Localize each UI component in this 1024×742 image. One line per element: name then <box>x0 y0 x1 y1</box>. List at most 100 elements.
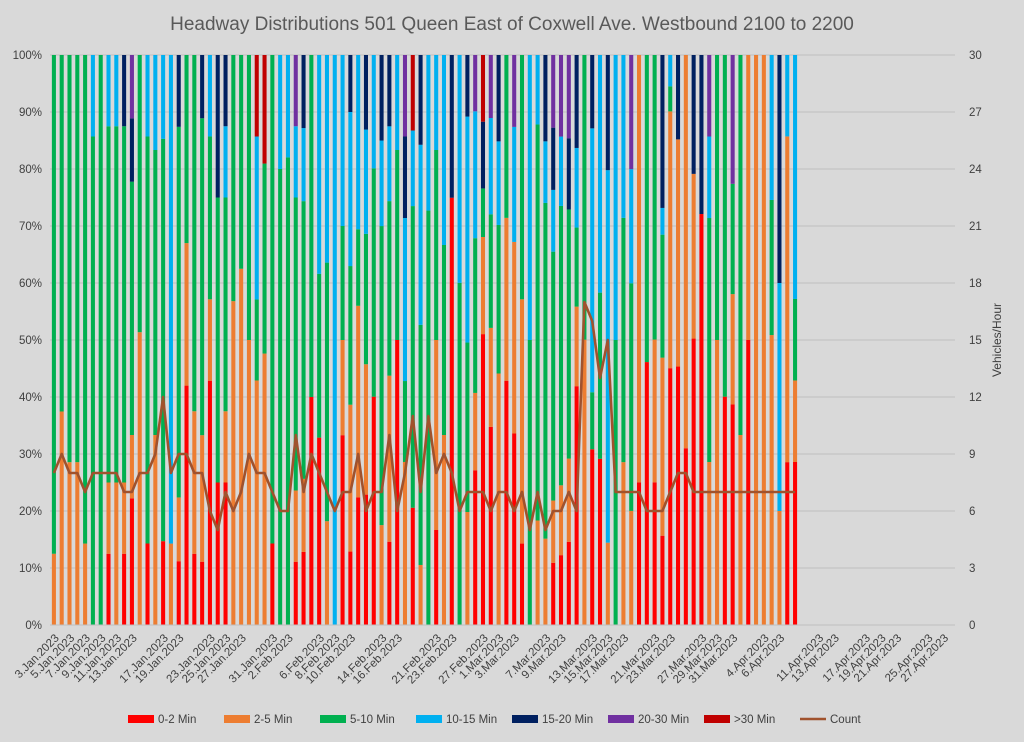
bar-segment <box>137 55 142 333</box>
bar-segment <box>652 339 657 483</box>
bar-segment <box>168 543 173 625</box>
bar-segment <box>223 55 228 127</box>
bar-segment <box>605 542 610 625</box>
y-tick-label: 70% <box>19 221 42 233</box>
bar-segment <box>293 126 298 198</box>
bar-segment <box>309 397 314 625</box>
bar-segment <box>184 55 189 244</box>
bar-segment <box>340 340 345 436</box>
bar-segment <box>90 55 95 137</box>
bar-segment <box>746 340 751 625</box>
y2-tick-label: 18 <box>969 278 982 290</box>
bar-segment <box>574 55 579 148</box>
bar-segment <box>738 435 743 625</box>
y2-tick-label: 0 <box>969 620 975 632</box>
bar-segment <box>395 55 400 150</box>
bar-segment <box>449 55 454 198</box>
bar-segment <box>558 136 564 206</box>
bar-segment <box>262 163 267 354</box>
bar-segment <box>223 411 228 483</box>
bar-segment <box>512 126 517 242</box>
bar-segment <box>402 381 408 462</box>
bar-segment <box>153 150 158 435</box>
bar-segment <box>441 245 447 435</box>
bar-segment <box>660 207 665 235</box>
bar-segment <box>387 541 392 625</box>
bar-segment <box>691 55 696 174</box>
bar-segment <box>574 306 579 387</box>
bar-segment <box>153 435 158 625</box>
bar-segment <box>558 55 564 137</box>
bar-segment <box>402 55 408 137</box>
bar-segment <box>371 55 376 169</box>
bar-segment <box>348 55 353 112</box>
bar-segment <box>558 485 564 556</box>
bar-segment <box>145 55 150 137</box>
bar-segment <box>660 357 665 536</box>
bar-segment <box>410 507 415 625</box>
bar-segment <box>363 233 368 365</box>
bar-segment <box>324 262 329 522</box>
bar-segment <box>785 136 790 463</box>
bar-segment <box>434 150 439 340</box>
bar-segment <box>363 364 368 495</box>
bar-segment <box>777 511 782 625</box>
bar-segment <box>231 55 236 302</box>
bar-segment <box>122 126 127 483</box>
bar-segment <box>387 375 392 542</box>
bar-segment <box>629 510 634 625</box>
bar-segment <box>129 435 134 499</box>
bar-segment <box>161 55 166 139</box>
bar-segment <box>566 55 571 139</box>
bar-segment <box>558 555 564 625</box>
bar-segment <box>730 294 735 405</box>
bar-segment <box>223 126 228 198</box>
bar-segment <box>473 238 478 393</box>
bar-segment <box>215 197 220 483</box>
bar-segment <box>278 169 283 625</box>
bar-segment <box>278 55 283 169</box>
bar-segment <box>668 368 673 625</box>
bar-segment <box>106 553 111 625</box>
bar-segment <box>527 55 532 340</box>
bar-segment <box>246 340 251 625</box>
bar-segment <box>457 55 462 283</box>
bar-segment <box>699 55 704 215</box>
bar-segment <box>106 126 111 483</box>
bar-segment <box>465 55 470 117</box>
legend-item: 0-2 Min <box>128 714 196 726</box>
bar-segment <box>59 55 64 412</box>
bar-segment <box>207 299 212 381</box>
bar-segment <box>395 340 400 625</box>
bar-segment <box>473 111 478 239</box>
bar-segment <box>301 478 306 552</box>
bar-segment <box>239 268 244 625</box>
bar-segment <box>683 448 688 625</box>
bar-segment <box>480 188 486 237</box>
bar-segment <box>535 520 540 625</box>
bar-segment <box>754 55 759 625</box>
bar-segment <box>793 55 798 299</box>
bar-segment <box>465 342 470 513</box>
bar-segment <box>192 55 197 412</box>
bar-segment <box>480 334 486 625</box>
bar-segment <box>51 553 56 625</box>
legend-item: 15-20 Min <box>512 714 593 726</box>
bar-segment <box>496 55 501 142</box>
bar-segment <box>668 86 673 112</box>
bar-segment <box>519 55 525 300</box>
bar-segment <box>145 136 150 544</box>
bar-segment <box>161 541 166 625</box>
bar-segment <box>176 126 181 498</box>
bar-segment <box>363 129 368 234</box>
bar-segment <box>387 126 392 202</box>
bar-segment <box>676 139 681 367</box>
bar-segment <box>668 55 673 87</box>
bar-segment <box>98 55 103 625</box>
bar-segment <box>348 266 353 405</box>
bar-segment <box>793 461 798 625</box>
bar-segment <box>293 490 298 562</box>
bar-segment <box>285 55 290 158</box>
bar-segment <box>504 217 509 381</box>
bar-segment <box>691 173 696 339</box>
